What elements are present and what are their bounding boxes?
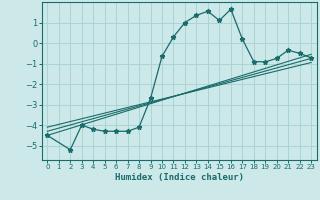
X-axis label: Humidex (Indice chaleur): Humidex (Indice chaleur) [115,173,244,182]
